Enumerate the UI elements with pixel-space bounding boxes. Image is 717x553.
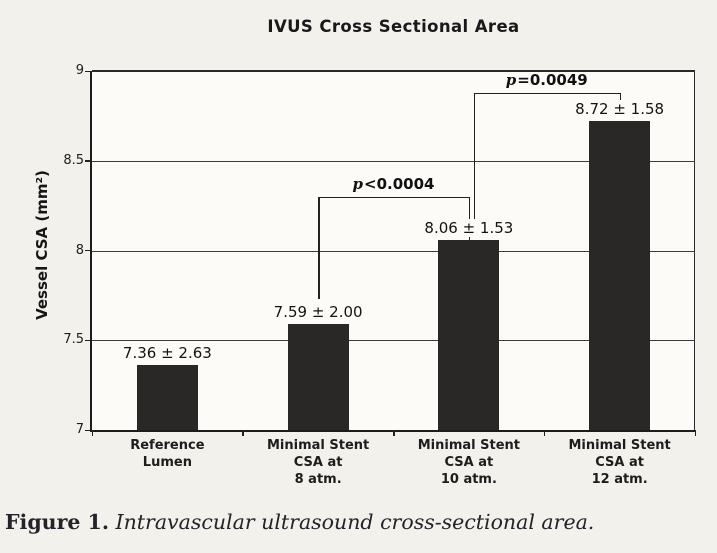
x-category-label-line: Lumen (142, 454, 192, 470)
x-category-label-line: Minimal Stent (417, 438, 521, 453)
y-tick-label: 7.5 (63, 332, 84, 348)
bar-value-label: 8.06 ± 1.53 (406, 218, 531, 237)
significance-bracket-line (473, 92, 620, 95)
p-value-text: =0.0049 (517, 70, 588, 89)
bar-3 (438, 239, 500, 430)
p-symbol: p (352, 174, 364, 193)
p-value-label: p<0.0004 (319, 175, 469, 193)
bar-value-label: 7.36 ± 2.63 (105, 344, 230, 363)
y-tick-mark (85, 429, 92, 431)
x-category-label-line: 8 atm. (294, 471, 342, 487)
x-tick-mark (543, 430, 546, 436)
y-tick-label: 7 (75, 422, 84, 437)
bar-value-label: 8.72 ± 1.58 (557, 100, 682, 119)
x-category-label-line: Reference (130, 438, 205, 453)
x-category-label: Minimal Stent CSA at 12 atm. (545, 438, 695, 489)
y-tick-label: 8 (75, 242, 84, 258)
y-axis-line (90, 71, 92, 432)
x-category-label: Reference Lumen (92, 438, 242, 472)
bar-2 (287, 324, 349, 430)
y-tick-mark (85, 160, 92, 162)
x-category-label-line: CSA at (293, 454, 343, 470)
x-category-label-line: CSA at (595, 454, 644, 470)
p-value-label: p=0.0049 (472, 71, 622, 89)
gridline (92, 250, 695, 252)
x-category-label-line: CSA at (444, 454, 494, 470)
figure-caption-label: Figure 1. (5, 510, 109, 534)
bar-1 (136, 365, 198, 430)
chart-title: IVUS Cross Sectional Area (267, 17, 520, 36)
significance-bracket-left-drop (473, 92, 476, 224)
y-tick-mark (85, 250, 92, 252)
significance-bracket-right-drop (468, 196, 471, 240)
p-symbol: p (505, 70, 517, 89)
significance-bracket-line (318, 196, 469, 199)
significance-bracket-left-drop (318, 196, 320, 299)
x-tick-mark (91, 430, 93, 436)
significance-bracket-right-drop (619, 92, 622, 104)
x-category-label-line: Minimal Stent (568, 438, 671, 453)
plot-border-top (92, 70, 695, 72)
y-tick-label: 9 (75, 63, 84, 78)
y-tick-mark (85, 339, 92, 342)
x-category-label-line: 12 atm. (591, 471, 648, 487)
x-axis-line (90, 430, 695, 432)
gridline (92, 340, 695, 342)
x-category-label-line: 10 atm. (440, 471, 497, 487)
figure-caption: Figure 1. Intravascular ultrasound cross… (5, 510, 712, 534)
x-tick-mark (393, 430, 395, 436)
y-tick-mark (85, 70, 92, 72)
figure-caption-text: Intravascular ultrasound cross-sectional… (108, 510, 595, 534)
x-category-label: Minimal Stent CSA at 8 atm. (243, 438, 393, 489)
p-value-text: <0.0004 (364, 174, 435, 193)
gridline (92, 160, 695, 162)
x-tick-mark (242, 430, 244, 436)
plot-area: 9 8.5 8 7.5 7 7.36 ± 2.63 Reference Lumen 7.59 ±… (63, 63, 696, 487)
x-category-label: Minimal Stent CSA at 10 atm. (394, 438, 544, 489)
x-tick-mark (694, 430, 696, 436)
y-tick-label: 8.5 (63, 152, 84, 168)
x-category-label-line: Minimal Stent (266, 438, 370, 453)
bar-4 (589, 121, 651, 430)
bar-value-label: 7.59 ± 2.00 (256, 303, 381, 322)
